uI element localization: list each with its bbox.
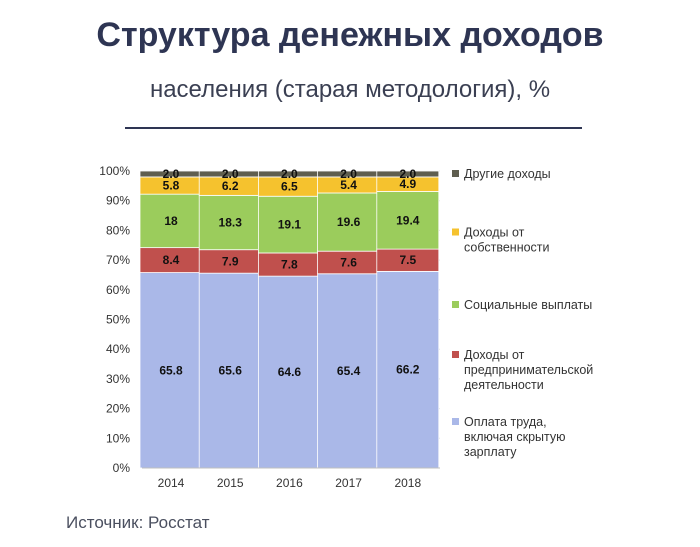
data-label: 2.0 [281,167,298,181]
data-label: 7.9 [222,254,239,268]
x-tick-label: 2017 [335,476,362,490]
legend-label: Доходы от [464,348,525,362]
source-note: Источник: Росстат [66,513,210,532]
data-label: 2.0 [340,167,357,181]
bar-segment [317,273,381,469]
data-label: 7.5 [399,253,416,267]
legend-label: Доходы от [464,226,525,240]
data-label: 2.0 [399,167,416,181]
y-tick-label: 70% [106,253,130,267]
legend-label: предпринимательской [464,363,593,377]
y-tick-label: 60% [106,283,130,297]
data-label: 4.9 [399,177,416,191]
data-label: 18.3 [219,216,243,230]
y-tick-label: 80% [106,223,130,237]
data-label: 6.2 [222,179,239,193]
legend-swatch [452,170,459,177]
y-tick-label: 20% [106,402,130,416]
legend-label: Оплата труда, [464,415,547,429]
bar-segment [139,193,203,249]
bar-segment [317,192,381,252]
bar-segment [198,272,262,469]
title-divider [125,127,582,129]
bar-segment [198,194,262,251]
y-axis: 0% 10% 20% 30% 40% 50% 60% 70% 80% 90% 100% [99,164,130,475]
x-tick-label: 2016 [276,476,303,490]
x-tick-label: 2014 [158,476,185,490]
y-tick-label: 30% [106,372,130,386]
bar-segment [376,191,440,250]
data-label: 65.8 [159,363,183,377]
y-tick-label: 40% [106,342,130,356]
legend-label: собственности [464,241,550,255]
y-tick-label: 90% [106,194,130,208]
bar-segment [376,270,440,469]
data-label: 19.6 [337,215,361,229]
legend-swatch [452,228,459,236]
x-tick-label: 2018 [394,476,421,490]
bars: 65.88.4185.82.065.67.918.36.22.064.67.81… [139,167,440,469]
y-tick-label: 100% [99,164,130,178]
data-label: 8.4 [163,253,180,267]
data-label: 18 [164,214,178,228]
legend-label: Другие доходы [464,167,551,181]
legend-label: включая скрытую [464,430,566,444]
data-label: 19.4 [396,213,420,227]
x-axis: 2014 2015 2016 2017 2018 [142,467,440,490]
legend-swatch [452,301,459,308]
chart-subtitle: населения (старая методология), % [149,76,551,103]
bar-segment [257,275,321,469]
y-tick-label: 0% [113,461,131,475]
legend-swatch [452,351,459,358]
data-label: 64.6 [278,365,302,379]
data-label: 6.5 [281,180,298,194]
y-tick-label: 10% [106,431,130,445]
bar-segment [139,272,203,469]
legend-label: Социальные выплаты [464,298,592,312]
legend-label: зарплату [464,445,517,459]
data-label: 65.6 [219,364,243,378]
data-label: 7.6 [340,255,357,269]
bar-segment [139,247,203,273]
chart-title: Структура денежных доходов [96,16,604,54]
data-label: 5.4 [340,178,357,192]
legend-swatch [452,418,459,425]
data-label: 65.4 [337,364,361,378]
x-tick-label: 2015 [217,476,244,490]
y-tick-label: 50% [106,313,130,327]
bar-segment [376,170,440,178]
legend-label: деятельности [464,378,544,392]
data-label: 66.2 [396,363,420,377]
data-label: 5.8 [163,179,180,193]
data-label: 2.0 [222,167,239,181]
data-label: 7.8 [281,258,298,272]
data-label: 2.0 [163,167,180,181]
data-label: 19.1 [278,218,302,232]
